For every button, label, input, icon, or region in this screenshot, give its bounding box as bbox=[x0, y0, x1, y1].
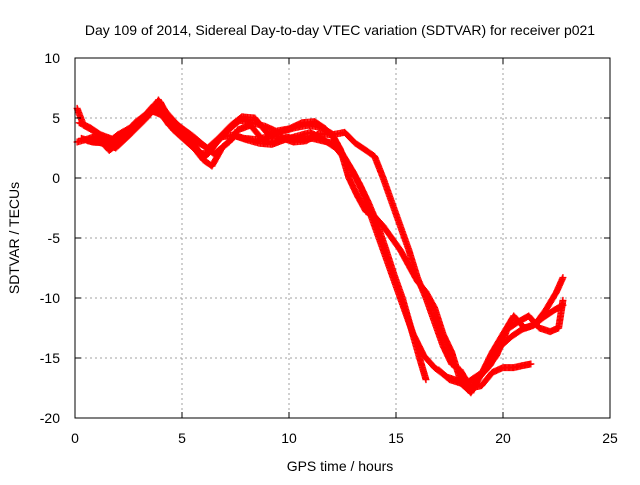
y-tick-label: -20 bbox=[40, 410, 60, 426]
data-point bbox=[559, 296, 567, 304]
x-tick-label: 15 bbox=[388, 430, 404, 446]
data-point bbox=[333, 140, 341, 148]
x-axis-label: GPS time / hours bbox=[287, 458, 394, 474]
axis-ticks-layer: 0 5 10 15 20 25 -20 -15 -10 -5 0 5 10 bbox=[40, 50, 618, 446]
x-tick-label: 25 bbox=[602, 430, 618, 446]
series-track-c bbox=[75, 107, 535, 392]
y-tick-label: -10 bbox=[40, 290, 60, 306]
series-track-e bbox=[84, 96, 567, 388]
x-tick-label: 10 bbox=[281, 430, 297, 446]
data-points-layer bbox=[73, 96, 567, 397]
y-tick-label: 10 bbox=[44, 50, 60, 66]
x-tick-label: 5 bbox=[178, 430, 186, 446]
chart-title: Day 109 of 2014, Sidereal Day-to-day VTE… bbox=[85, 22, 595, 38]
y-tick-label: 0 bbox=[52, 170, 60, 186]
x-tick-label: 20 bbox=[495, 430, 511, 446]
y-tick-label: -15 bbox=[40, 350, 60, 366]
y-tick-label: -5 bbox=[48, 230, 61, 246]
data-point bbox=[422, 376, 430, 384]
y-tick-label: 5 bbox=[52, 110, 60, 126]
y-axis-label: SDTVAR / TECUs bbox=[6, 182, 22, 294]
data-point bbox=[527, 360, 535, 368]
x-tick-label: 0 bbox=[71, 430, 79, 446]
grid-layer bbox=[75, 58, 610, 418]
series-track-d bbox=[77, 103, 567, 397]
data-point bbox=[559, 274, 567, 282]
